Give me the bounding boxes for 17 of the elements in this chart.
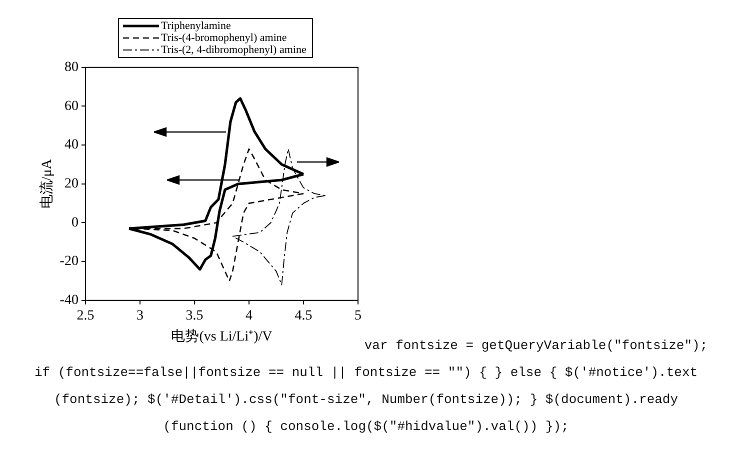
legend-label: Triphenylamine (161, 20, 231, 32)
y-tick-label: 0 (71, 215, 78, 230)
y-tick-label: 40 (64, 138, 78, 153)
y-tick-label: 80 (64, 60, 78, 76)
x-tick-label: 4 (245, 308, 252, 324)
x-tick-label: 2.5 (76, 308, 94, 324)
y-tick-label: -20 (60, 254, 78, 270)
x-tick-label: 3 (136, 308, 144, 324)
x-tick-label: 4.5 (294, 308, 312, 324)
y-tick-label: -40 (60, 293, 78, 308)
x-tick-label: 3.5 (186, 308, 204, 324)
legend-label: Tris-(4-bromophenyl) amine (161, 32, 287, 44)
x-tick-label: 5 (354, 308, 362, 324)
legend-label: Tris-(2, 4-dibromophenyl) amine (161, 44, 306, 56)
y-tick-label: 60 (64, 98, 78, 114)
y-axis-title: 电流/μA (39, 158, 56, 209)
y-tick-label: 20 (64, 176, 78, 192)
